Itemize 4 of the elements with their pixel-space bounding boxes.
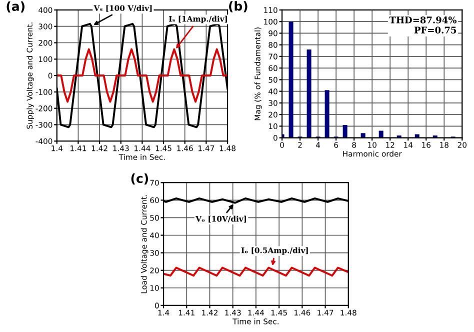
chart-title: (b) bbox=[229, 1, 248, 12]
annotation: THD=87.94% PF=0.75 bbox=[389, 16, 457, 34]
chart-title: (c) bbox=[131, 173, 148, 185]
chart-title: (a) bbox=[6, 1, 24, 12]
